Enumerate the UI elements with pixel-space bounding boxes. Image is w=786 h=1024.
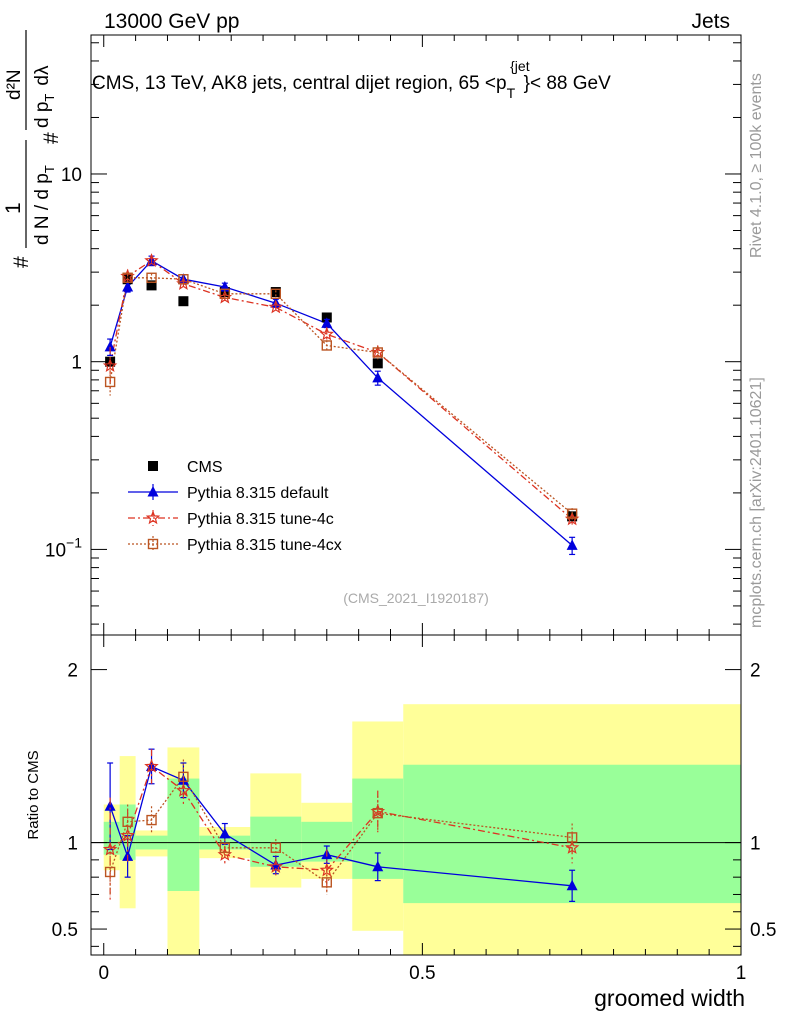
ratio-point-pythia-8-315-tune-4cx — [270, 842, 282, 853]
x-tick-labels: 0 0.5 1 — [98, 963, 746, 984]
ratio-point-pythia-8-315-tune-4c — [319, 862, 335, 877]
legend-marker-pythia-8-315-default — [147, 486, 159, 497]
ratio-point-pythia-8-315-default — [372, 860, 384, 872]
legend-entry-pythia-8-315-tune-4cx: Pythia 8.315 tune-4cx — [128, 536, 342, 554]
legend-entry-pythia-8-315-tune-4c: Pythia 8.315 tune-4c — [128, 510, 334, 528]
main-point-pythia-8-315-default — [566, 539, 578, 550]
legend-marker-cms — [148, 461, 158, 471]
analysis-watermark: (CMS_2021_I1920187) — [343, 590, 489, 606]
main-point-cms — [372, 358, 383, 369]
plot-title: CMS, 13 TeV, AK8 jets, central dijet reg… — [92, 58, 611, 101]
legend-label-pythia-8-315-tune-4cx: Pythia 8.315 tune-4cx — [187, 537, 342, 554]
legend-marker-pythia-8-315-tune-4cx — [147, 538, 159, 550]
mcplots-reference-text: mcplots.cern.ch [arXiv:2401.10621] — [748, 377, 765, 628]
legend-entry-cms: CMS — [148, 459, 223, 476]
ratio-point-pythia-8-315-tune-4cx — [372, 807, 383, 819]
ratio-point-pythia-8-315-tune-4cx — [219, 842, 231, 853]
main-point-pythia-8-315-tune-4cx — [146, 272, 157, 283]
x-tick-label: 1 — [736, 963, 747, 984]
legend-marker-pythia-8-315-tune-4c — [145, 510, 161, 525]
ratio-point-pythia-8-315-tune-4cx — [321, 877, 332, 888]
ylabel-d2n: d²N — [4, 69, 25, 100]
ratio-point-pythia-8-315-tune-4cx — [146, 814, 157, 826]
ratio-point-pythia-8-315-tune-4cx — [566, 832, 578, 843]
main-line-pythia-8-315-tune-4c — [109, 259, 573, 520]
ratio-plot-panel: 0.5 0.51 12 2 0 0.5 1 Ratio to CMS groomed wi… — [25, 634, 777, 1011]
main-point-pythia-8-315-tune-4cx — [122, 272, 133, 283]
ylabel-dpt-dl: d pTdλ — [32, 65, 57, 128]
legend-label-pythia-8-315-tune-4c: Pythia 8.315 tune-4c — [187, 511, 334, 528]
main-y-axis-label: # 1 d N / d pT # d²N d pTdλ — [2, 30, 63, 268]
ratio-axis-ticks — [91, 635, 742, 955]
ylabel-one: 1 — [2, 202, 25, 214]
main-plot-panel: 10−1 1 10 CMS, 13 TeV, AK8 jets, central d… — [2, 30, 742, 636]
main-point-pythia-8-315-default — [104, 340, 116, 352]
ratio-uncertainty-bands — [103, 704, 741, 955]
main-point-pythia-8-315-tune-4cx — [178, 274, 189, 285]
ratio-point-pythia-8-315-default — [104, 800, 116, 811]
ratio-y-tick-labels: 0.5 0.5 1 1 2 2 — [52, 661, 777, 941]
main-y-tick-label: 10−1 — [45, 534, 82, 561]
ratio-point-pythia-8-315-tune-4cx — [104, 866, 116, 878]
main-point-pythia-8-315-tune-4c — [319, 326, 335, 341]
ratio-y-tick-label-left: 2 — [67, 661, 78, 682]
ratio-point-pythia-8-315-tune-4cx — [178, 771, 189, 783]
header-process: Jets — [691, 10, 730, 33]
ratio-y-tick-label-left: 0.5 — [52, 920, 78, 941]
main-point-cms — [105, 356, 116, 367]
main-y-tick-label: 10 — [61, 165, 82, 186]
ratio-point-pythia-8-315-tune-4c — [268, 859, 284, 873]
ylabel-hash-1: # — [10, 256, 33, 268]
main-point-pythia-8-315-default — [372, 371, 384, 383]
main-point-pythia-8-315-tune-4cx — [104, 376, 116, 388]
ratio-y-axis-label: Ratio to CMS — [25, 750, 42, 839]
ratio-point-pythia-8-315-default — [566, 879, 578, 891]
ratio-point-pythia-8-315-tune-4c — [144, 758, 159, 773]
main-series-group — [102, 253, 580, 556]
ratio-y-tick-label-left: 1 — [67, 834, 78, 855]
ratio-y-tick-label-right: 2 — [750, 661, 761, 682]
legend: CMS Pythia 8.315 default Pythia 8.315 tune… — [128, 459, 342, 554]
x-tick-label: 0 — [98, 963, 109, 984]
x-tick-label: 0.5 — [409, 963, 435, 984]
legend-label-pythia-8-315-default: Pythia 8.315 default — [187, 485, 329, 502]
header-energy: 13000 GeV pp — [104, 10, 239, 33]
main-point-pythia-8-315-tune-4cx — [566, 508, 578, 519]
legend-label-cms: CMS — [187, 459, 223, 476]
main-point-pythia-8-315-tune-4cx — [219, 288, 231, 299]
main-point-pythia-8-315-tune-4cx — [372, 347, 383, 358]
main-y-tick-label: 1 — [71, 353, 82, 374]
main-point-cms — [178, 296, 189, 307]
ratio-series-group — [102, 748, 580, 902]
main-point-pythia-8-315-tune-4cx — [270, 288, 282, 299]
ratio-line-pythia-8-315-tune-4c — [109, 765, 573, 871]
plot-title-main: CMS, 13 TeV, AK8 jets, central dijet reg… — [92, 58, 611, 101]
main-point-pythia-8-315-tune-4c — [268, 299, 284, 314]
ratio-point-pythia-8-315-tune-4cx — [122, 816, 133, 828]
ylabel-hash-2: # — [40, 132, 63, 144]
main-axis-ticks — [91, 35, 742, 635]
ratio-y-tick-label-right: 0.5 — [750, 920, 776, 941]
main-point-pythia-8-315-default — [122, 280, 134, 292]
ratio-point-pythia-8-315-default — [219, 827, 231, 839]
ylabel-dn-dpt: d N / d pT — [32, 165, 57, 245]
ratio-band-inner — [103, 821, 120, 855]
ratio-y-tick-label-right: 1 — [750, 834, 761, 855]
main-y-tick-labels: 10−1 1 10 — [45, 165, 82, 561]
main-line-pythia-8-315-tune-4cx — [109, 277, 573, 515]
main-point-pythia-8-315-tune-4cx — [321, 340, 332, 351]
rivet-version-text: Rivet 4.1.0, ≥ 100k events — [748, 73, 765, 258]
main-point-pythia-8-315-tune-4c — [102, 358, 118, 373]
legend-entry-pythia-8-315-default: Pythia 8.315 default — [128, 484, 329, 502]
main-point-pythia-8-315-default — [321, 317, 333, 328]
ratio-plot-frame — [90, 634, 742, 956]
main-point-pythia-8-315-tune-4c — [144, 253, 159, 267]
main-point-cms — [146, 280, 157, 291]
ratio-point-pythia-8-315-tune-4c — [564, 840, 580, 854]
x-axis-label: groomed width — [594, 985, 745, 1011]
